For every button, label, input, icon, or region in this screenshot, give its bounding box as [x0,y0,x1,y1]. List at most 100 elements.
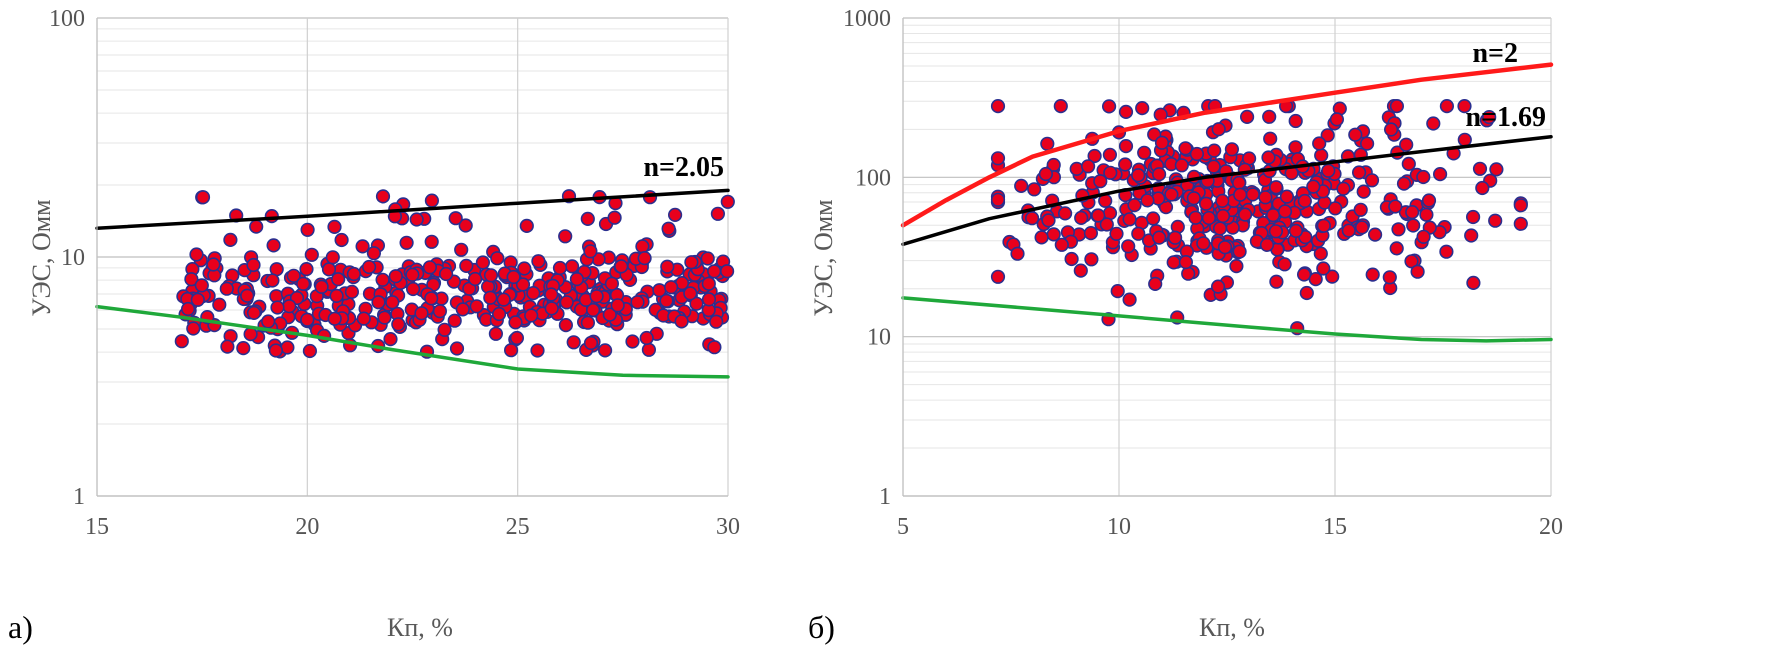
scatter-point [1091,208,1106,223]
scatter-point [642,190,658,205]
x-tick-label: 20 [295,514,319,540]
scatter-point [314,279,329,294]
scatter-point [1288,113,1303,129]
scatter-point [552,260,568,276]
scatter-point [689,296,704,311]
scatter-point [296,276,311,291]
scatter-point [325,250,340,265]
scatter-point [1215,208,1231,224]
scatter-point [1174,158,1189,173]
scatter-point [1178,255,1193,270]
x-tick-label: 20 [1539,514,1563,540]
scatter-point [1102,147,1117,162]
fit-curve-0 [900,62,1554,228]
scatter-point [580,211,595,226]
x-axis-title: Кп, % [387,613,453,642]
scatter-point [1215,193,1230,208]
scatter-point [1118,139,1134,154]
scatter-point [458,218,473,233]
scatter-point [1262,109,1277,124]
scatter-point [492,306,507,322]
scatter-point [270,300,285,315]
scatter-point [1207,143,1222,158]
scatter-point [630,295,645,310]
scatter-point [1406,218,1421,233]
scatter-point [1488,213,1503,228]
scatter-point [1084,252,1099,267]
scatter-point [195,190,211,205]
scatter-point [1359,136,1375,151]
scatter-point [391,317,406,332]
scatter-point [334,232,349,248]
scatter-point [1118,157,1133,172]
scatter-point [1064,251,1079,267]
scatter-point [1210,279,1226,294]
fit-curves [95,188,730,379]
panel-label: б) [808,609,835,645]
scatter-point [1513,216,1528,231]
scatter-point [625,334,640,349]
scatter-point [589,289,604,304]
axes-frame [96,18,728,497]
scatter-point [569,272,585,287]
scatter-point [304,247,319,262]
curve-label-n169: n=1.69 [1465,102,1546,133]
scatter-point [346,266,362,282]
scatter-point [181,301,196,317]
scatter-point [639,330,654,346]
scatter-point [1466,275,1481,291]
scatter-point [1472,161,1488,176]
scatter-point [1439,98,1454,114]
scatter-point [1269,274,1284,289]
scatter-point [1212,221,1228,236]
scatter-point [1137,145,1152,160]
scatter-point [1074,210,1089,225]
scatter-point [432,304,448,319]
scatter-point [659,293,674,309]
scatter-point [1268,180,1284,195]
scatter-point [483,268,499,283]
scatter-point [506,269,521,285]
scatter-point [1313,246,1328,261]
scatter-point [405,267,420,282]
scatter-point [1167,230,1183,245]
scatter-point [641,342,657,357]
scatter-point [559,295,574,310]
scatter-point [1312,136,1327,151]
fit-curve-1 [95,304,730,379]
scatter-point [707,264,722,279]
scatter-point [1127,198,1142,213]
scatter-point [424,291,439,306]
scatter-point [1356,184,1371,199]
scatter-point [321,262,337,277]
scatter-point [1201,210,1216,226]
scatter-point [1103,165,1118,180]
scatter-point [1140,193,1155,208]
scatter-point [223,232,238,247]
scatter-point [1233,187,1248,202]
scatter-point [1166,255,1181,270]
y-tick-label: 1 [73,484,85,510]
scatter-point [1229,259,1244,274]
scatter-point [1416,169,1431,185]
scatter-point [610,298,625,313]
scatter-point [246,305,262,321]
scatter-point [637,251,652,266]
scatter-point [558,229,573,244]
scatter-point [174,334,189,349]
scatter-point [1426,116,1441,131]
scatter-point [1261,150,1276,165]
scatter-point [439,266,454,282]
scatter-point [383,332,398,347]
scatter-point [246,257,261,273]
scatter-point [424,193,440,208]
scatter-point [1232,244,1247,259]
scatter-point [1224,142,1239,157]
axes-frame [902,18,1551,497]
scatter-point [719,264,735,279]
scatter-point [1279,189,1294,204]
scatter-point [449,341,465,356]
scatter-point [189,247,204,262]
scatter-point [1439,244,1454,259]
